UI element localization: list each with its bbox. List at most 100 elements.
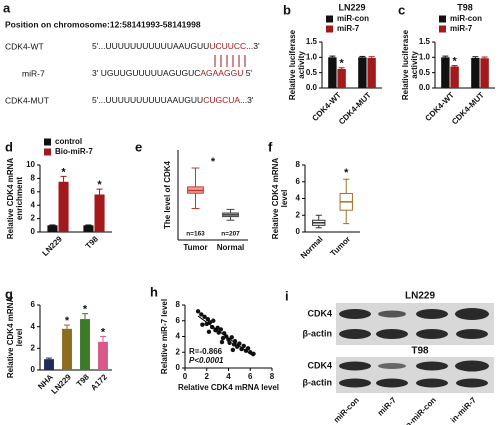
y-axis-label: Relative CDK4 mRNA [271, 158, 280, 240]
seq-end: 5' [243, 68, 252, 78]
fit-line [197, 315, 254, 357]
y-tick-label: 8 [176, 300, 181, 309]
lane-label: in-miR-con [402, 395, 438, 425]
seq: 5'...UUUUUUUUUUUAAUGUU [92, 41, 209, 51]
row-label: CDK4 [307, 308, 332, 318]
point [229, 335, 234, 340]
stat-label: P<0.0001 [189, 356, 224, 365]
lane-label: in-miR-7 [449, 395, 478, 424]
x-tick-label: 6 [248, 372, 253, 381]
legend-label: control [55, 137, 82, 146]
x-tick-label: 4 [226, 372, 231, 381]
y-tick-label: 0 [31, 227, 36, 236]
legend-swatch [326, 15, 333, 23]
sequence: 3' UGUUGUUUUUAGUGUCAGAAGGU 5' [92, 68, 252, 78]
y-tick-label: 10 [26, 160, 35, 169]
legend-label: miR-7 [337, 24, 360, 33]
blot-title: LN229 [405, 291, 435, 302]
y-tick-label: 2 [296, 210, 301, 219]
y-tick-label: 0 [31, 365, 36, 374]
bar [441, 57, 450, 88]
x-tick-label: 2 [205, 372, 210, 381]
y-tick-label: 2 [31, 343, 36, 352]
significance: * [101, 326, 106, 338]
y-axis-label: level [15, 329, 24, 347]
row-label: β-actin [303, 377, 333, 387]
y-axis-label: Relative CDK4 mRNA [6, 158, 15, 240]
y-tick-label: 2 [176, 347, 181, 356]
y-tick-label: 0 [176, 363, 181, 372]
point [195, 309, 201, 314]
bar [62, 328, 72, 370]
legend-label: miR-con [337, 14, 369, 23]
y-axis-label: The level of CDK4 [163, 160, 172, 229]
bar [471, 57, 480, 88]
row-name: CDK4-MUT [5, 95, 49, 105]
y-tick-label: 4 [176, 332, 181, 341]
significance: * [211, 156, 216, 168]
y-tick-label: 4 [31, 322, 36, 331]
bands [339, 308, 489, 339]
legend-swatch [44, 138, 51, 146]
point [218, 327, 224, 332]
x-tick-label: 0 [183, 372, 188, 381]
x-tick-label: LN229 [41, 234, 65, 258]
y-axis-label: activity [297, 51, 306, 79]
significance: * [61, 166, 66, 178]
y-tick-label: 1.0 [306, 52, 318, 61]
y-tick-label: 1.0 [419, 52, 431, 61]
y-axis-label: level [280, 190, 289, 208]
legend-label: miR-con [450, 14, 482, 23]
panel-label: d [5, 139, 13, 154]
chart-title: T98 [457, 2, 473, 12]
blot-title: T98 [411, 346, 429, 357]
bar [80, 319, 90, 370]
bar [83, 225, 94, 232]
panel-label: f [268, 139, 273, 154]
significance: * [452, 56, 457, 68]
x-axis-label: Relative CDK4 mRNA level [178, 383, 279, 392]
y-tick-label: 0 [296, 227, 301, 236]
y-tick-label: 6 [296, 177, 301, 186]
lane-label: miR-con [332, 395, 361, 424]
y-tick-label: 6 [31, 187, 36, 196]
y-axis-label: activity [410, 51, 419, 79]
significance: * [83, 304, 88, 316]
y-axis-label: Relative miR-7 level [160, 299, 169, 374]
bar [47, 225, 58, 232]
point [219, 339, 225, 345]
panel-label: c [398, 2, 405, 17]
seq: 3' UGUUGUUUUUAGUGUC [92, 68, 200, 78]
y-tick-label: 8 [31, 174, 36, 183]
bar [450, 66, 459, 88]
bar [98, 341, 108, 370]
seq: 5'...UUUUUUUUUUAAUGUU [92, 95, 203, 105]
y-tick-label: 6 [176, 316, 181, 325]
x-tick-label: Tumor [183, 243, 207, 252]
row-name: CDK4-WT [5, 41, 44, 51]
point [211, 318, 216, 323]
count-label: n=163 [186, 231, 205, 238]
bar [58, 181, 69, 232]
panel-label: e [135, 139, 142, 154]
panel-label: b [283, 2, 291, 17]
x-tick-label: Normal [217, 243, 245, 252]
y-tick-label: 0.5 [419, 68, 431, 77]
y-tick-label: 0.0 [306, 83, 318, 92]
site: AGAAGGU [200, 68, 243, 78]
sequence: 5'...UUUUUUUUUUAAUGUUCUGCUA...3' [92, 95, 254, 105]
y-tick-label: 1.5 [419, 37, 431, 46]
point [245, 346, 251, 351]
point [227, 340, 232, 345]
y-tick-label: 0.0 [419, 83, 431, 92]
y-tick-label: 1.5 [306, 37, 318, 46]
x-tick-label: A172 [89, 372, 109, 392]
y-tick-label: 4 [296, 194, 301, 203]
point [241, 343, 246, 349]
chart-title: LN229 [338, 2, 365, 12]
x-tick-label: LN229 [50, 372, 74, 396]
legend-swatch [439, 15, 446, 23]
y-axis-label: Relative luciferase [401, 29, 410, 100]
